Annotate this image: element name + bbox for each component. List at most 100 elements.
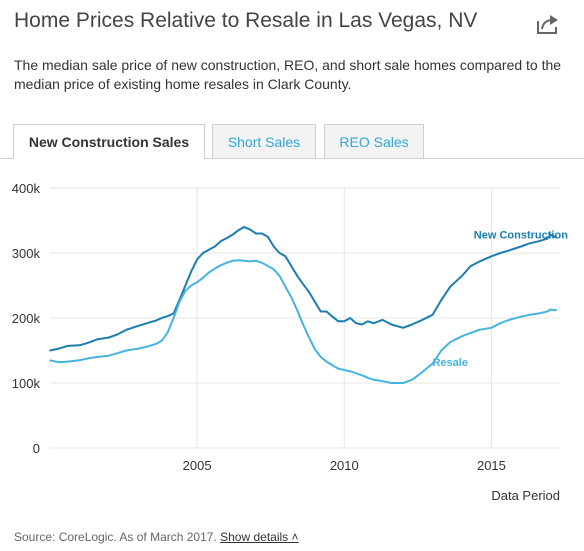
data-point-resale: [208, 271, 210, 274]
data-point-resale: [555, 309, 557, 311]
data-point-new-construction: [284, 255, 287, 258]
data-point-new-construction: [343, 320, 346, 323]
data-point-resale: [49, 359, 51, 362]
series-layer: [49, 226, 557, 384]
data-point-new-construction: [520, 245, 522, 248]
tab-reo-sales[interactable]: REO Sales: [324, 124, 424, 158]
data-point-resale: [411, 379, 413, 381]
data-point-resale: [361, 374, 363, 376]
data-point-resale: [190, 284, 193, 287]
data-point-resale: [58, 361, 60, 363]
data-point-new-construction: [225, 237, 228, 239]
data-point-new-construction: [146, 322, 148, 324]
data-point-new-construction: [208, 249, 210, 251]
data-point-new-construction: [508, 249, 510, 252]
data-point-resale: [390, 382, 393, 384]
data-point-new-construction: [528, 242, 531, 245]
data-point-new-construction: [296, 275, 299, 277]
data-point-new-construction: [290, 265, 293, 267]
data-point-resale: [290, 296, 293, 298]
data-point-resale: [508, 319, 510, 321]
data-point-new-construction: [549, 234, 552, 236]
tab-bar: New Construction Sales Short Sales REO S…: [0, 124, 584, 159]
data-point-resale: [184, 289, 187, 292]
data-point-new-construction: [243, 226, 245, 228]
data-point-resale: [172, 317, 175, 319]
data-point-resale: [490, 327, 493, 329]
data-point-new-construction: [172, 312, 175, 315]
data-point-resale: [137, 347, 140, 350]
data-point-resale: [331, 364, 334, 367]
data-point-new-construction: [337, 320, 340, 323]
data-point-new-construction: [166, 315, 169, 317]
data-point-new-construction: [219, 240, 222, 243]
data-point-new-construction: [78, 344, 81, 347]
line-chart: 0 100k 200k 300k 400k 2005 2010 2015 New Const…: [12, 181, 568, 503]
data-point-new-construction: [537, 240, 540, 243]
show-details-label: Show details: [220, 530, 289, 544]
y-tick-label: 300k: [12, 246, 41, 261]
tab-short-sales[interactable]: Short Sales: [212, 124, 316, 158]
data-point-resale: [219, 264, 222, 267]
data-point-resale: [337, 367, 340, 370]
x-tick-label: 2005: [183, 458, 212, 473]
data-point-new-construction: [361, 323, 363, 326]
data-point-new-construction: [372, 322, 375, 324]
data-point-new-construction: [237, 229, 240, 232]
data-point-new-construction: [267, 236, 269, 238]
data-point-new-construction: [249, 228, 251, 231]
tab-baseline: [0, 158, 584, 159]
y-tick-label: 200k: [12, 311, 41, 326]
tab-new-construction-sales[interactable]: New Construction Sales: [13, 124, 205, 159]
data-point-resale: [420, 372, 422, 375]
data-point-resale: [308, 336, 310, 339]
data-point-resale: [478, 328, 481, 331]
source-text: Source: CoreLogic. As of March 2017.: [14, 530, 217, 544]
data-point-new-construction: [449, 286, 452, 288]
data-point-resale: [272, 268, 275, 271]
share-icon[interactable]: [536, 13, 560, 35]
data-point-resale: [367, 377, 369, 379]
data-point-resale: [319, 356, 322, 358]
page-title: Home Prices Relative to Resale in Las Ve…: [14, 9, 478, 32]
data-point-new-construction: [66, 345, 69, 347]
data-point-resale: [470, 332, 472, 334]
data-point-new-construction: [440, 299, 443, 301]
series-line-resale: [49, 259, 557, 384]
data-point-new-construction: [308, 291, 310, 293]
data-point-resale: [231, 260, 234, 262]
data-point-new-construction: [349, 317, 352, 319]
data-point-new-construction: [546, 237, 549, 240]
data-point-resale: [325, 360, 328, 363]
data-point-resale: [537, 312, 540, 315]
data-point-resale: [243, 260, 245, 262]
data-point-resale: [108, 354, 110, 357]
show-details-link[interactable]: Show details ˄: [220, 530, 298, 544]
data-point-resale: [161, 340, 163, 342]
data-point-new-construction: [302, 283, 304, 285]
data-point-resale: [249, 260, 251, 263]
data-point-resale: [214, 267, 216, 270]
data-point-resale: [402, 382, 404, 384]
y-axis: 0 100k 200k 300k 400k: [12, 181, 41, 456]
x-tick-label: 2015: [477, 458, 506, 473]
data-point-new-construction: [381, 319, 384, 321]
data-point-new-construction: [58, 347, 60, 350]
data-point-new-construction: [155, 319, 157, 322]
data-point-resale: [196, 281, 198, 284]
data-point-resale: [125, 349, 128, 352]
data-point-resale: [261, 262, 263, 264]
series-label: Resale: [432, 357, 467, 369]
data-point-new-construction: [478, 260, 481, 263]
data-point-new-construction: [96, 338, 98, 341]
data-point-new-construction: [331, 315, 334, 318]
data-point-new-construction: [255, 232, 257, 235]
data-point-new-construction: [161, 317, 163, 319]
data-point-resale: [78, 359, 81, 362]
data-point-new-construction: [137, 325, 140, 327]
data-point-new-construction: [490, 255, 493, 258]
data-point-resale: [278, 275, 281, 277]
chevron-up-icon: ˄: [291, 530, 299, 544]
data-point-new-construction: [555, 236, 557, 239]
data-point-resale: [499, 322, 502, 324]
